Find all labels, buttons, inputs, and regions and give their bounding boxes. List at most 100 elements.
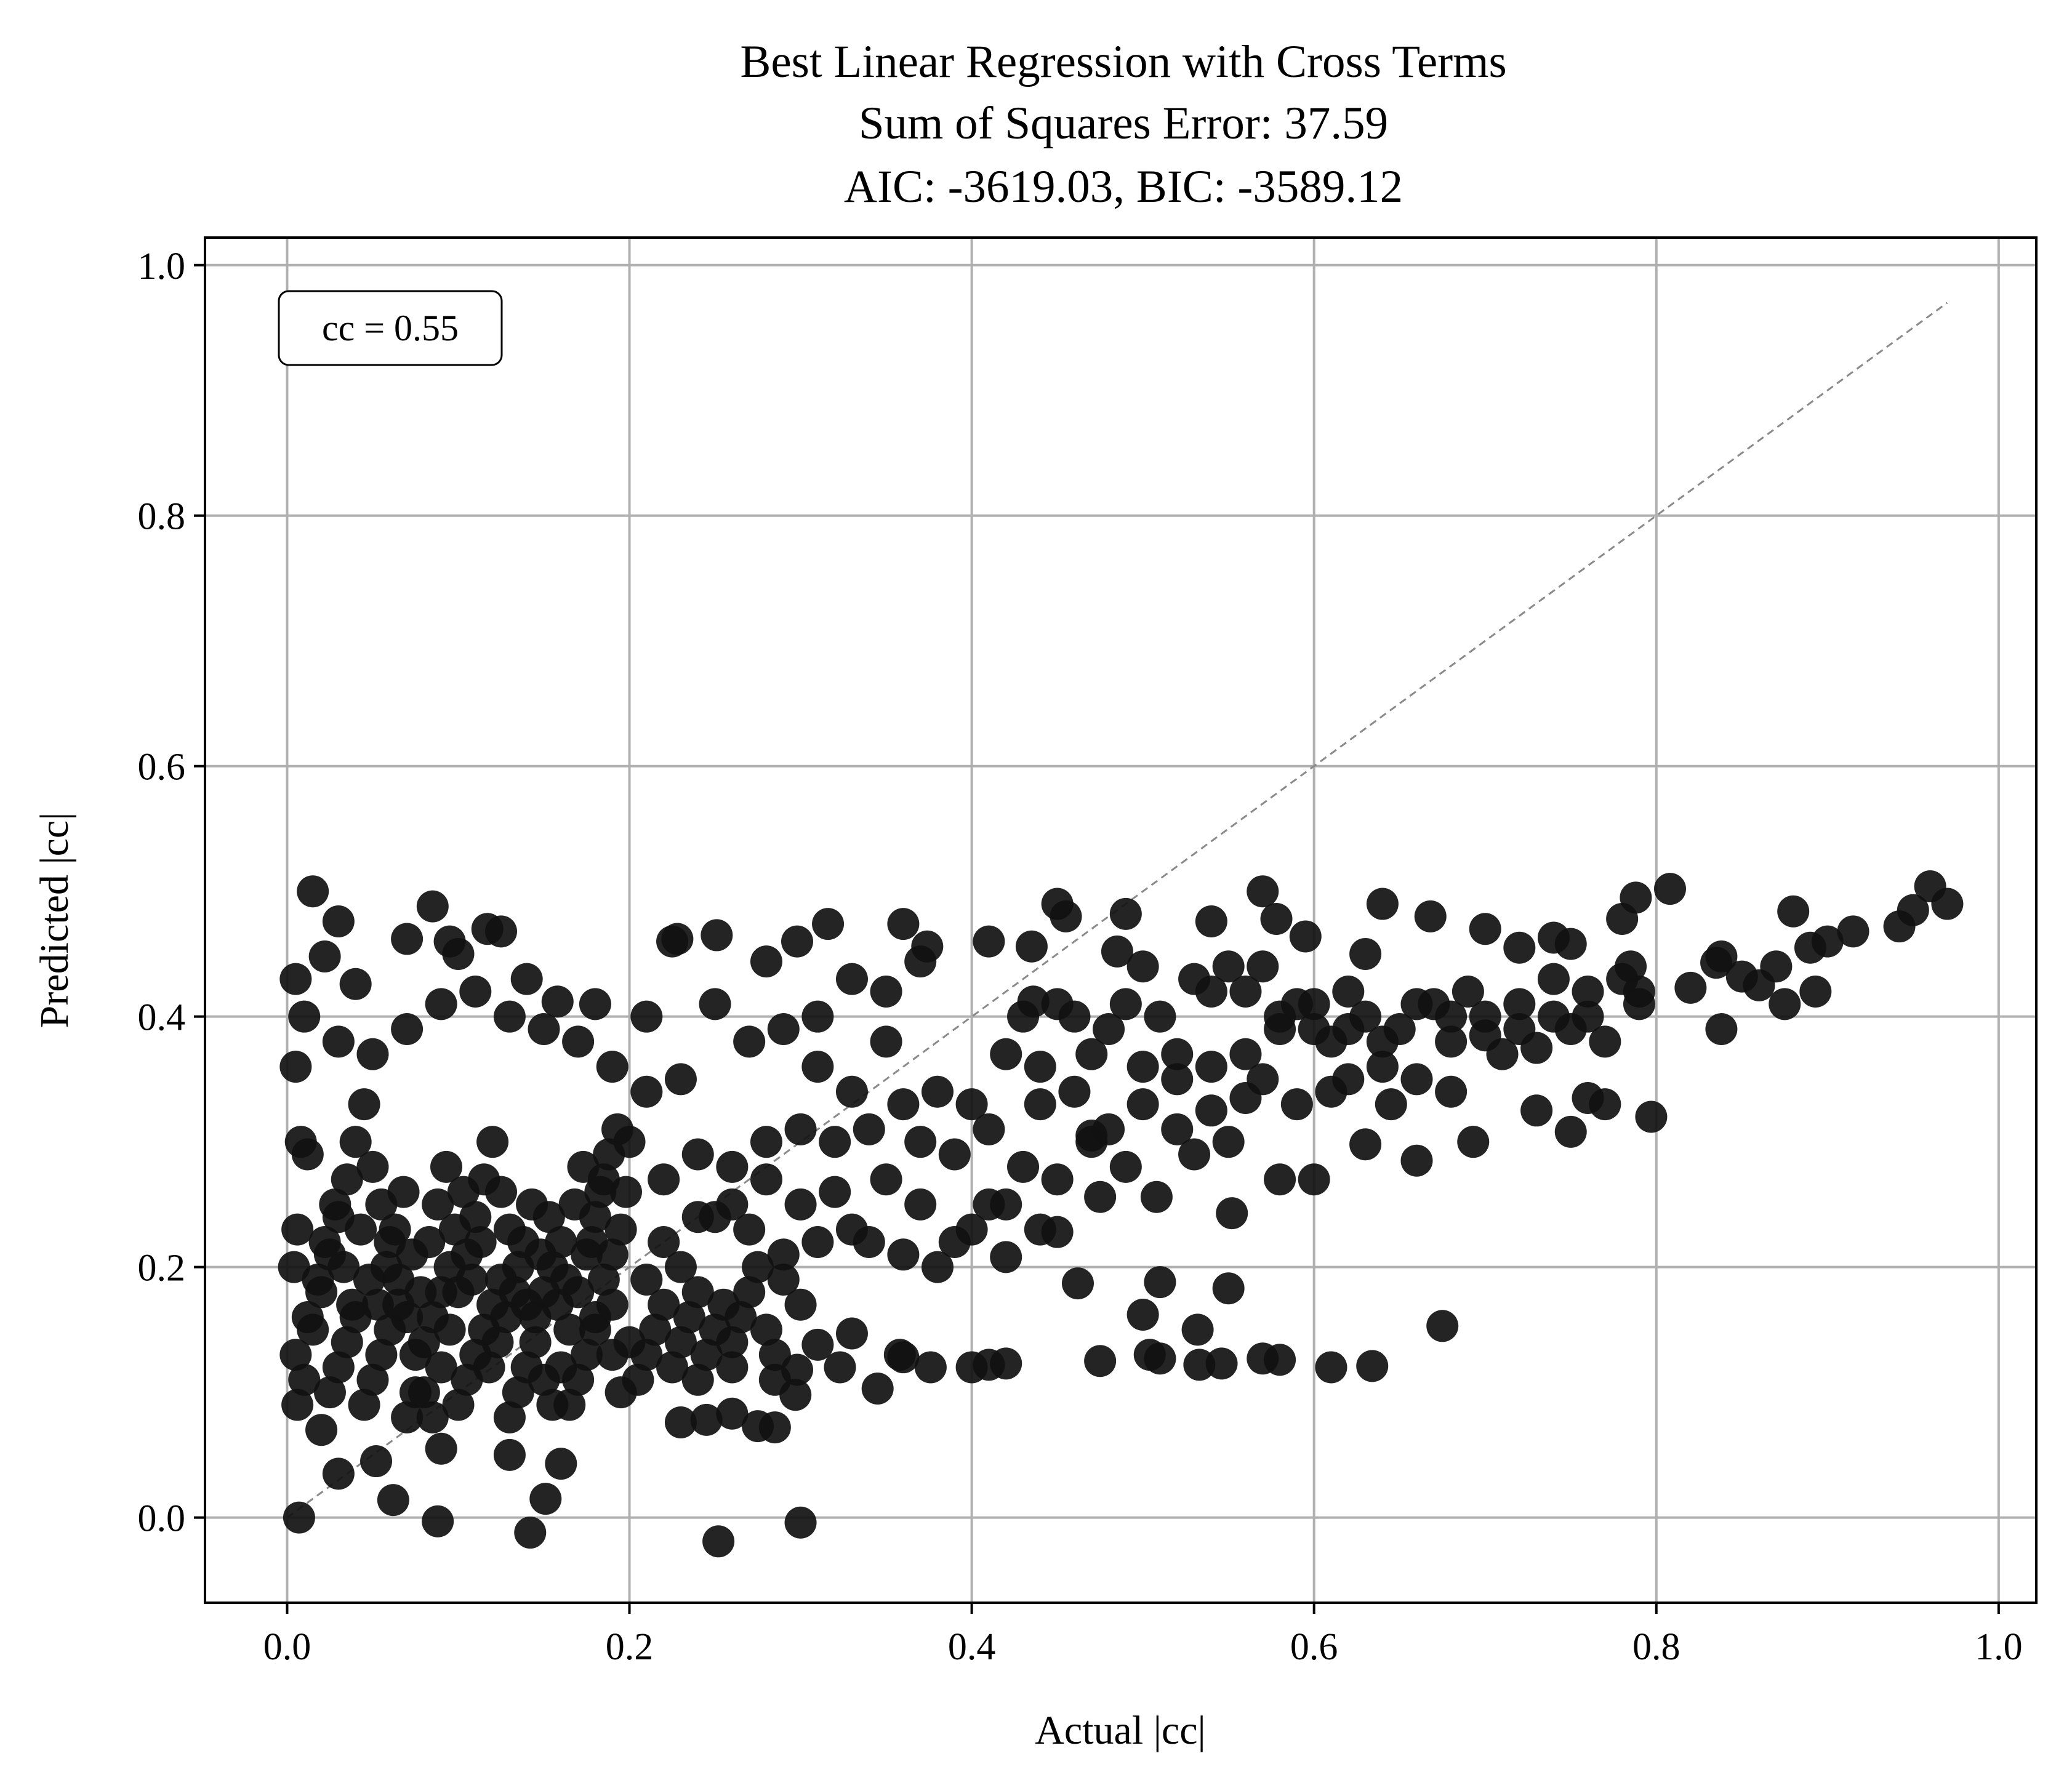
scatter-point: [288, 1363, 321, 1396]
scatter-point: [571, 1339, 603, 1371]
scatter-point: [319, 1188, 351, 1221]
scatter-point: [870, 1163, 902, 1196]
scatter-point: [1195, 1051, 1227, 1083]
scatter-point: [322, 1351, 355, 1384]
y-tick-label: 0.6: [138, 747, 186, 788]
scatter-point: [528, 1013, 560, 1046]
y-tick-label: 0.2: [138, 1248, 186, 1289]
scatter-point: [425, 988, 457, 1020]
correlation-annotation-box: cc = 0.55: [278, 290, 503, 366]
scatter-point: [990, 1038, 1022, 1070]
scatter-point: [725, 1301, 757, 1334]
scatter-point: [1725, 960, 1758, 993]
chart-title-line-3: AIC: -3619.03, BIC: -3589.12: [844, 161, 1403, 212]
scatter-point: [567, 1150, 600, 1183]
scatter-point: [733, 1213, 766, 1246]
chart-title-line-2: Sum of Squares Error: 37.59: [859, 98, 1388, 149]
scatter-point: [1161, 1038, 1194, 1070]
scatter-point: [1400, 1144, 1433, 1177]
scatter-point: [835, 1317, 868, 1350]
scatter-point: [1572, 1000, 1604, 1033]
scatter-point: [661, 923, 694, 955]
scatter-point: [758, 1411, 791, 1444]
scatter-point: [422, 1505, 454, 1537]
scatter-point: [664, 1063, 697, 1096]
scatter-point: [1315, 1025, 1347, 1058]
scatter-point: [1075, 1038, 1108, 1070]
scatter-point: [1205, 1347, 1238, 1380]
x-tick-label: 1.0: [1975, 1626, 2023, 1668]
scatter-point: [502, 1376, 534, 1409]
scatter-point: [648, 1163, 680, 1196]
scatter-point: [801, 1328, 834, 1361]
y-axis-label: Predicted |cc|: [32, 812, 77, 1028]
scatter-point: [767, 1264, 800, 1296]
scatter-point: [681, 1363, 714, 1396]
scatter-point: [1457, 1126, 1490, 1158]
scatter-point: [702, 1525, 735, 1558]
scatter-point: [553, 1389, 586, 1421]
scatter-point: [365, 1339, 398, 1371]
scatter-point: [374, 1313, 406, 1346]
scatter-point: [1247, 875, 1279, 908]
scatter-point: [1332, 1063, 1365, 1096]
scatter-point: [690, 1403, 723, 1436]
scatter-point: [1654, 873, 1686, 905]
scatter-point: [1093, 1113, 1125, 1145]
scatter-point: [716, 1351, 749, 1384]
scatter-point: [922, 1075, 954, 1108]
scatter-point: [973, 1113, 1005, 1145]
scatter-point: [416, 1301, 449, 1334]
scatter-point: [716, 1326, 749, 1358]
scatter-point: [1109, 1150, 1142, 1183]
scatter-point: [519, 1326, 552, 1358]
scatter-point: [305, 1414, 338, 1446]
scatter-point: [1769, 988, 1801, 1020]
scatter-point: [622, 1363, 654, 1396]
scatter-point: [1041, 988, 1074, 1020]
scatter-point: [1349, 937, 1382, 970]
scatter-point: [750, 1126, 782, 1158]
scatter-point: [973, 925, 1005, 958]
scatter-point: [887, 1088, 920, 1121]
scatter-point: [630, 1000, 663, 1033]
scatter-point: [990, 1241, 1022, 1273]
scatter-point: [1161, 1113, 1194, 1145]
scatter-point: [630, 1339, 663, 1371]
scatter-point: [447, 1176, 480, 1208]
scatter-point: [413, 1225, 446, 1258]
scatter-point: [750, 1313, 782, 1346]
scatter-point: [1452, 975, 1484, 1008]
scatter-point: [524, 1238, 556, 1271]
scatter-point: [1195, 1094, 1227, 1127]
scatter-point: [291, 1301, 324, 1334]
scatter-point: [955, 1088, 988, 1121]
x-tick-label: 0.2: [606, 1626, 654, 1668]
scatter-point: [1572, 975, 1604, 1008]
scatter-point: [416, 1401, 449, 1433]
scatter-point: [331, 1163, 363, 1196]
scatter-point: [1247, 1063, 1279, 1096]
scatter-point: [1315, 1351, 1347, 1384]
scatter-point: [1212, 1126, 1245, 1158]
scatter-point: [758, 1363, 791, 1396]
scatter-point: [499, 1276, 531, 1309]
x-tick-label: 0.0: [263, 1626, 311, 1668]
scatter-point: [430, 1150, 463, 1183]
scatter-point: [308, 940, 341, 973]
scatter-point: [1178, 963, 1211, 995]
scatter-point: [279, 1051, 312, 1083]
scatter-point: [1606, 963, 1639, 995]
scatter-point: [1093, 1013, 1125, 1046]
scatter-point: [824, 1351, 856, 1384]
scatter-point: [514, 1517, 547, 1549]
scatter-point: [870, 1025, 902, 1058]
scatter-point: [510, 963, 543, 995]
scatter-point: [587, 1264, 620, 1296]
scatter-point: [690, 1339, 723, 1371]
scatter-point: [1109, 988, 1142, 1020]
scatter-point: [1178, 1138, 1211, 1171]
scatter-point: [416, 890, 449, 923]
scatter-point: [801, 1000, 834, 1033]
scatter-point: [750, 1163, 782, 1196]
